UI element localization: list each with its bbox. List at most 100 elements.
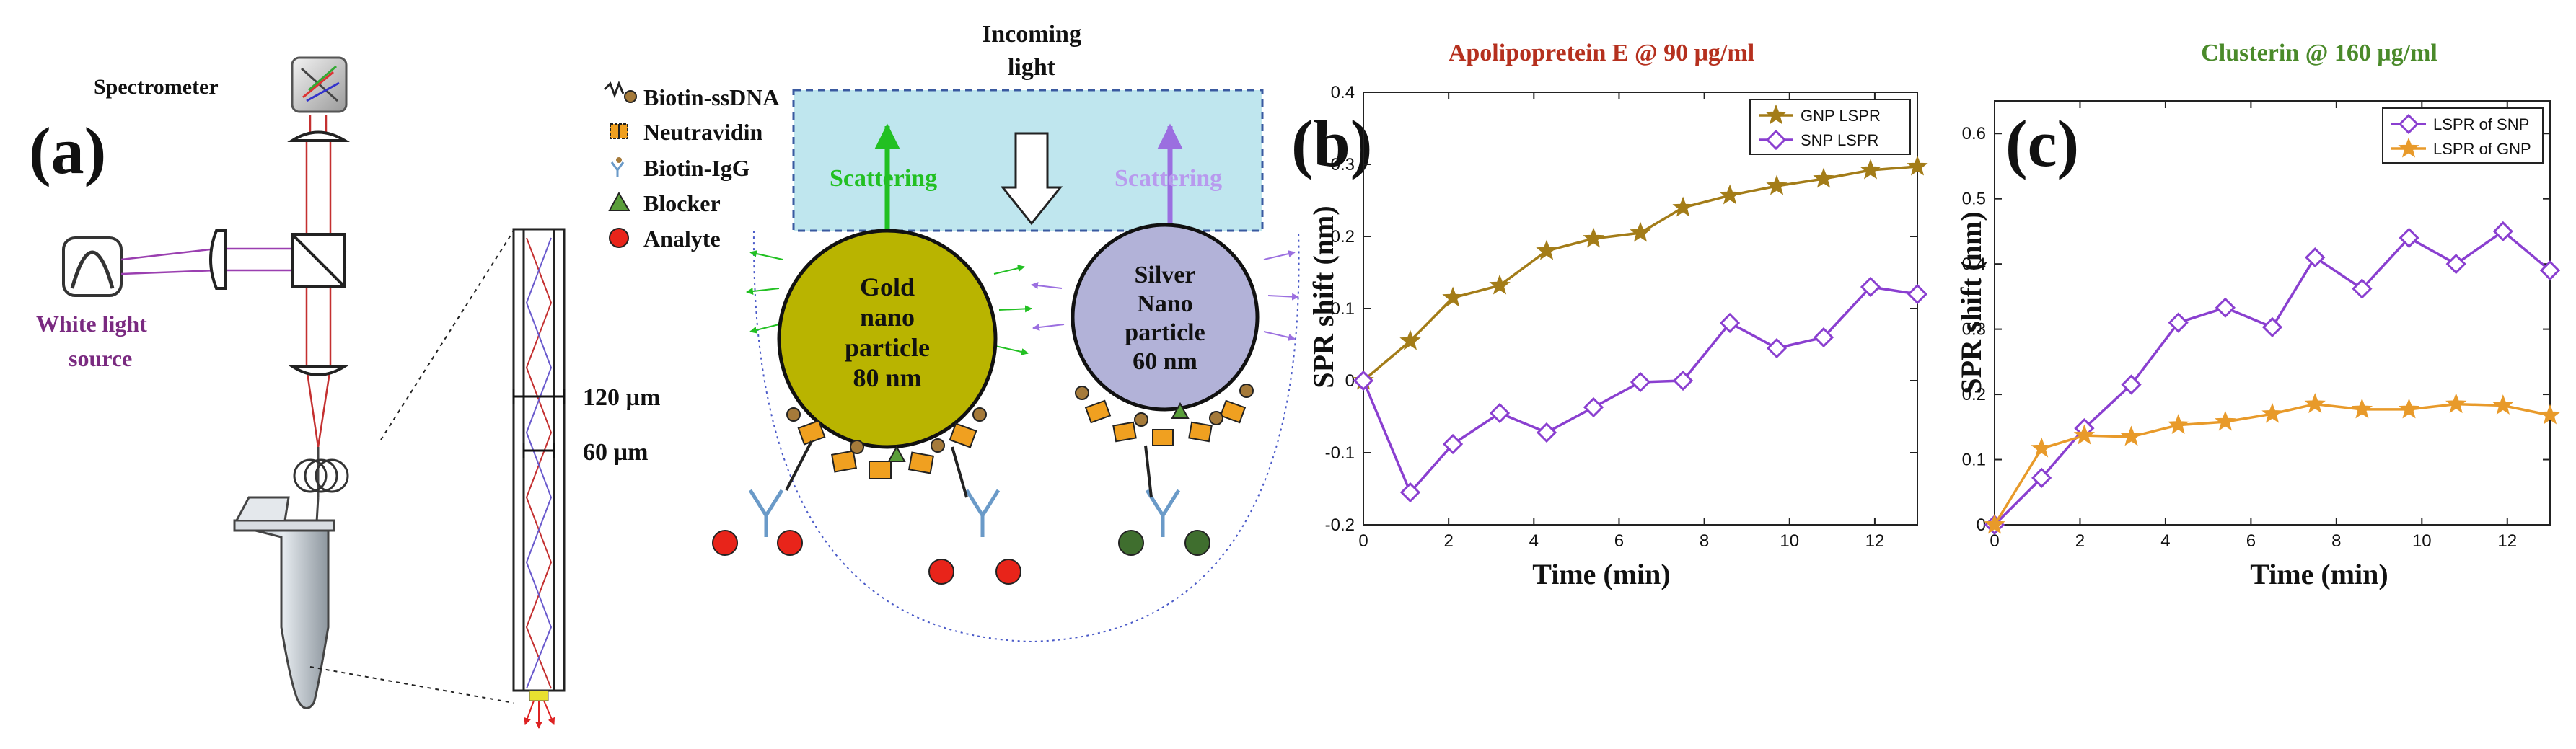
silver-label-4: 60 nm (1133, 348, 1197, 375)
analyte-dot-icon (609, 228, 629, 248)
chart-c-xtick-label: 4 (2160, 531, 2170, 551)
gold-label-1: Gold (860, 272, 915, 301)
chart-c-point-1 (2445, 393, 2467, 414)
chart-c-point-1 (2168, 414, 2189, 435)
legend-label-neutravidin: Neutravidin (643, 119, 763, 145)
chart-b-legend-label: SNP LSPR (1801, 131, 1878, 149)
spectrometer-label: Spectrometer (94, 75, 219, 99)
chart-c: (c) Clusterin @ 160 μg/ml 0 2 4 6 8 10 12 0 0.1 0… (1955, 40, 2561, 590)
legend-label-analyte: Analyte (643, 226, 721, 252)
chart-c-axes-frame (1994, 100, 2551, 526)
gold-nanoparticle (777, 229, 998, 449)
optical-path (120, 115, 347, 635)
chart-c-ytick-label: 0.5 (1962, 190, 1986, 209)
chart-c-point-1 (2073, 424, 2096, 445)
dimension-inner-label: 60 µm (583, 439, 648, 466)
lens-left-icon (209, 229, 227, 290)
chart-c-point-0 (2031, 467, 2052, 488)
gold-label-3: particle (845, 333, 930, 362)
dimension-outer-label: 120 µm (583, 384, 660, 411)
neutravidin-icon (610, 123, 628, 139)
chart-b: (b) Apolipopretein E @ 90 μg/ml 0 2 4 6 8 10 1… (1291, 40, 1928, 590)
chart-c-point-1 (2031, 437, 2052, 458)
chart-b-xtick-label: 8 (1700, 531, 1709, 551)
chart-c-series-line-1 (1993, 402, 2551, 526)
scatter-rays-silver (1031, 250, 1299, 341)
chart-c-point-1 (2492, 394, 2514, 415)
chart-b-point-0 (1583, 227, 1604, 248)
fiber-probe (512, 228, 566, 729)
chart-c-xlabel: Time (min) (2250, 558, 2388, 590)
chart-c-point-1 (2351, 398, 2373, 419)
biotin-ssdna-icon (603, 80, 637, 103)
chart-b-legend-label: GNP LSPR (1801, 107, 1881, 125)
incoming-light-label-1: Incoming (982, 21, 1081, 48)
chart-c-xtick-label: 12 (2497, 531, 2517, 551)
zoom-line-bottom (309, 666, 514, 704)
panel-b-label: (b) (1291, 107, 1372, 180)
scattering-label-left: Scattering (830, 165, 937, 192)
analytes (712, 530, 1210, 585)
biotin-igg-icon (610, 157, 625, 177)
chart-b-point-1 (1442, 433, 1464, 455)
chart-c-xtick-label: 2 (2075, 531, 2085, 551)
legend-label-biotin-igg: Biotin-IgG (643, 155, 750, 181)
panel-c-label: (c) (2005, 107, 2079, 180)
panel-a-label: (a) (29, 114, 106, 187)
linker-lines (785, 440, 1153, 498)
panel-a: (a) Spectrometer White light source (29, 21, 1300, 729)
chart-b-point-0 (1536, 239, 1557, 260)
chart-b-point-0 (1489, 274, 1511, 295)
chart-c-xtick-label: 8 (2331, 531, 2341, 551)
chart-b-series-line-0 (1362, 165, 1918, 382)
chart-b-ytick-label: -0.1 (1325, 443, 1355, 463)
silver-label-2: Nano (1137, 291, 1192, 317)
chart-b-point-0 (1672, 196, 1694, 217)
chart-b-point-0 (1442, 286, 1464, 307)
chart-b-axes-frame (1363, 92, 1918, 526)
scatter-rays-gold (746, 250, 1032, 355)
chart-c-legend-marker (2398, 137, 2419, 158)
chart-b-point-1 (1630, 371, 1651, 393)
chart-b-point-0 (1813, 167, 1834, 188)
antibodies (748, 489, 1181, 537)
chart-c-legend-marker (2398, 113, 2419, 135)
zoom-line-top (380, 230, 514, 440)
chart-b-point-1 (1536, 422, 1557, 443)
chart-c-ytick-label: 0.1 (1962, 451, 1986, 470)
chart-b-point-1 (1766, 337, 1788, 359)
scattering-label-right: Scattering (1115, 165, 1222, 192)
chart-c-point-0 (2215, 297, 2236, 318)
chart-b-point-1 (1907, 283, 1928, 305)
chart-c-legend-label: LSPR of GNP (2433, 140, 2531, 158)
chart-b-xtick-label: 2 (1443, 531, 1453, 551)
chart-c-point-1 (2304, 393, 2326, 414)
chart-c-point-1 (1984, 513, 2005, 534)
chart-c-xtick-label: 0 (1990, 531, 1999, 551)
chart-b-xtick-label: 12 (1865, 531, 1885, 551)
chart-b-legend-marker (1765, 104, 1787, 125)
spectrometer-icon (291, 56, 348, 113)
chart-b-xtick-label: 10 (1780, 531, 1799, 551)
white-light-label-2: source (69, 345, 132, 371)
chart-c-point-0 (2399, 227, 2419, 249)
fiber-coil-icon (293, 458, 349, 493)
chart-b-ytick-label: 0.2 (1331, 227, 1355, 247)
lens-bottom-icon (287, 365, 350, 376)
chart-b-xtick-label: 6 (1614, 531, 1624, 551)
chart-c-ytick-label: 0.2 (1962, 385, 1986, 404)
chart-c-point-1 (2215, 410, 2236, 431)
chart-b-ytick-label: 0.4 (1331, 83, 1355, 102)
chart-c-point-0 (2121, 374, 2142, 395)
gold-label-4: 80 nm (853, 363, 921, 392)
chart-c-point-1 (2261, 402, 2283, 423)
silver-nanoparticle (1071, 223, 1260, 412)
chart-b-point-0 (1630, 221, 1651, 242)
chart-b-ytick-label: 0.3 (1331, 155, 1355, 174)
chart-b-ytick-label: 0.1 (1331, 299, 1355, 319)
white-light-source-icon (62, 236, 123, 297)
dimension-arrows (512, 389, 566, 458)
chart-b-xtick-label: 4 (1529, 531, 1539, 551)
